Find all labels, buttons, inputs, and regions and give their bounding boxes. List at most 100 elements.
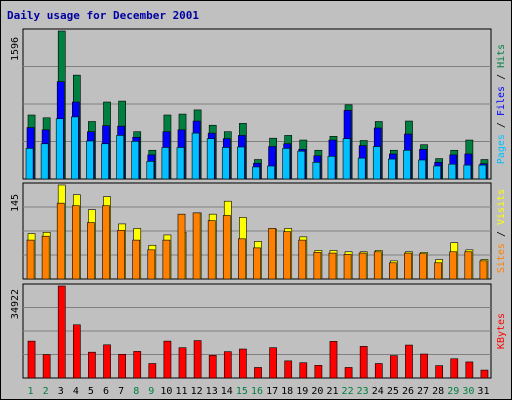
bar-pages (448, 163, 457, 180)
bar-pages (267, 165, 275, 180)
x-tick-label: 28 (432, 386, 444, 397)
bar-kbytes (57, 285, 66, 379)
x-tick-label: 18 (281, 386, 293, 397)
x-tick-label: 4 (73, 386, 79, 397)
x-tick-label: 30 (462, 386, 474, 397)
bar-kbytes (374, 363, 383, 379)
x-tick-label: 7 (118, 386, 124, 397)
y-max-label: 1596 (10, 37, 21, 61)
x-tick-label: 31 (477, 386, 489, 397)
bar-sites (449, 251, 458, 280)
bar-pages (403, 149, 411, 180)
bar-sites (222, 215, 231, 280)
x-tick-label: 22 (342, 386, 354, 397)
chart-title: Daily usage for December 2001 (7, 9, 200, 22)
bar-sites (283, 231, 292, 280)
bar-sites (41, 235, 50, 280)
bar-sites (464, 251, 473, 280)
x-tick-label: 25 (387, 386, 399, 397)
bar-kbytes (88, 351, 96, 379)
bar-kbytes (299, 362, 308, 379)
x-tick-label: 9 (148, 386, 154, 397)
bar-sites (147, 249, 156, 280)
x-tick-label: 17 (266, 386, 278, 397)
x-tick-label: 8 (133, 386, 139, 397)
bar-sites (313, 252, 322, 280)
bar-pages (206, 138, 215, 180)
bar-sites (253, 247, 261, 280)
bar-pages (70, 116, 79, 180)
bar-kbytes (329, 341, 338, 379)
bar-kbytes (193, 340, 202, 379)
x-tick-label: 26 (402, 386, 414, 397)
bar-kbytes (239, 348, 247, 379)
bar-sites (419, 253, 427, 280)
bar-sites (358, 252, 367, 280)
x-tick-label: 3 (58, 386, 64, 397)
bar-pages (237, 146, 245, 180)
bar-sites (328, 252, 337, 280)
legend-top: Pages / Files / Hits (496, 44, 507, 164)
bar-kbytes (420, 353, 428, 379)
x-tick-label: 14 (221, 386, 233, 397)
x-tick-label: 16 (251, 386, 263, 397)
x-tick-label: 6 (103, 386, 109, 397)
bar-pages (116, 135, 124, 180)
x-tick-label: 5 (88, 386, 94, 397)
bar-pages (297, 150, 306, 180)
bar-kbytes (435, 365, 444, 379)
x-tick-label: 2 (43, 386, 49, 397)
bar-kbytes (269, 347, 277, 379)
y-max-label: 34922 (10, 289, 21, 319)
bar-sites (102, 205, 110, 280)
bar-pages (40, 143, 49, 180)
bar-kbytes (405, 344, 413, 379)
x-tick-label: 23 (357, 386, 369, 397)
bar-sites (177, 213, 186, 280)
bar-kbytes (284, 360, 293, 379)
bar-kbytes (390, 355, 398, 379)
bar-pages (101, 143, 109, 180)
bar-pages (176, 147, 185, 180)
x-tick-label: 20 (311, 386, 323, 397)
bar-sites (71, 205, 80, 280)
x-tick-label: 12 (191, 386, 203, 397)
x-tick-label: 21 (326, 386, 338, 397)
x-tick-label: 1 (28, 386, 34, 397)
bar-sites (117, 230, 125, 280)
bar-sites (132, 239, 141, 280)
bar-pages (86, 140, 94, 180)
bar-kbytes (42, 354, 51, 379)
bar-pages (252, 166, 260, 180)
bar-sites (373, 251, 382, 280)
bar-sites (87, 222, 95, 280)
bar-sites (207, 220, 216, 280)
x-tick-label: 11 (175, 386, 187, 397)
bar-pages (388, 158, 396, 180)
bar-sites (479, 260, 488, 280)
x-tick-label: 10 (160, 386, 172, 397)
bar-kbytes (254, 367, 262, 379)
bar-sites (389, 262, 397, 280)
bar-pages (312, 162, 321, 180)
bar-kbytes (163, 340, 172, 379)
bar-kbytes (465, 361, 474, 379)
bar-sites (162, 239, 171, 280)
bar-sites (434, 262, 443, 280)
bar-kbytes (208, 355, 217, 379)
bar-pages (372, 146, 381, 180)
bar-sites (238, 238, 246, 280)
bar-sites (192, 212, 201, 280)
legend-middle: Sites / Visits (496, 189, 507, 273)
bar-kbytes (133, 351, 142, 379)
legend-bottom: KBytes (496, 313, 507, 349)
bar-pages (357, 157, 366, 180)
bar-kbytes (103, 344, 111, 379)
bar-kbytes (118, 353, 126, 379)
bar-pages (327, 155, 336, 180)
bar-pages (191, 132, 200, 180)
bar-kbytes (480, 369, 489, 379)
bar-pages (418, 159, 426, 180)
bar-kbytes (148, 363, 157, 379)
